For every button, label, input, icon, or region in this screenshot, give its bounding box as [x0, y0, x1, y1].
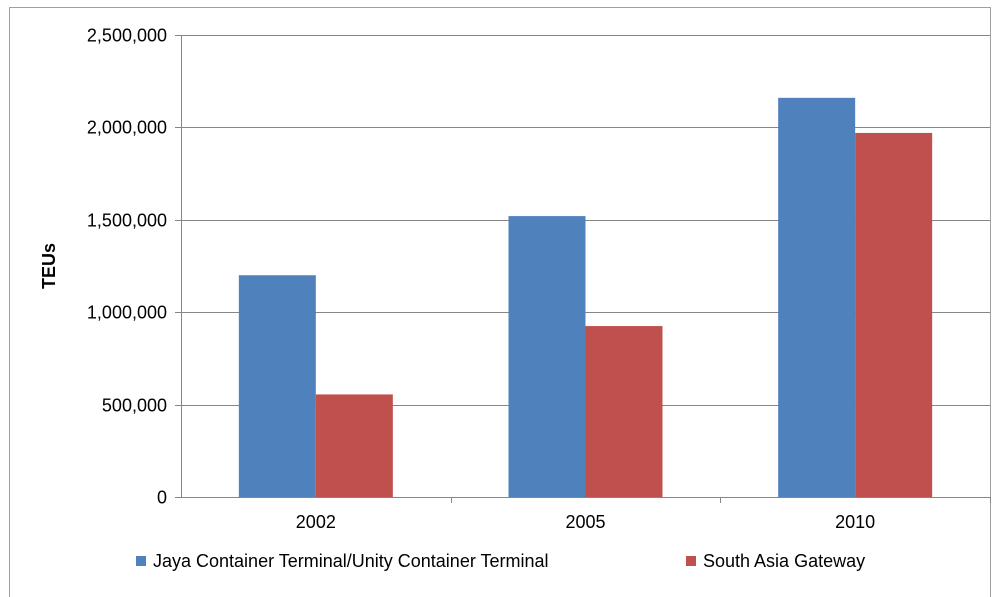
legend: Jaya Container Terminal/Unity Container … — [136, 551, 865, 571]
legend-swatch-series-2 — [686, 556, 696, 566]
legend-label-series-1: Jaya Container Terminal/Unity Container … — [153, 551, 549, 571]
y-tick-label: 1,500,000 — [87, 211, 167, 231]
axes — [175, 35, 991, 503]
bar-2010-series-2 — [855, 132, 933, 497]
x-tick-labels: 2002 2005 2010 — [296, 512, 875, 532]
bar-2010-series-1 — [778, 97, 856, 497]
bars — [238, 97, 933, 497]
y-tick-label: 500,000 — [102, 396, 167, 416]
y-tick-label: 0 — [157, 488, 167, 508]
x-tick-label: 2005 — [565, 512, 605, 532]
bar-2005-series-1 — [508, 216, 586, 497]
legend-swatch-series-1 — [136, 556, 146, 566]
y-tick-label: 2,500,000 — [87, 26, 167, 46]
bar-2002-series-2 — [315, 394, 393, 497]
y-axis-title: TEUs — [39, 243, 59, 289]
x-tick-label: 2002 — [296, 512, 336, 532]
bar-2005-series-2 — [585, 326, 663, 497]
chart-frame — [9, 7, 991, 597]
x-tick-label: 2010 — [835, 512, 875, 532]
y-tick-label: 2,000,000 — [87, 118, 167, 138]
y-tick-label: 1,000,000 — [87, 303, 167, 323]
bar-2002-series-1 — [238, 275, 316, 497]
y-tick-labels: 0 500,000 1,000,000 1,500,000 2,000,000 2,500… — [87, 26, 167, 508]
legend-label-series-2: South Asia Gateway — [703, 551, 865, 571]
